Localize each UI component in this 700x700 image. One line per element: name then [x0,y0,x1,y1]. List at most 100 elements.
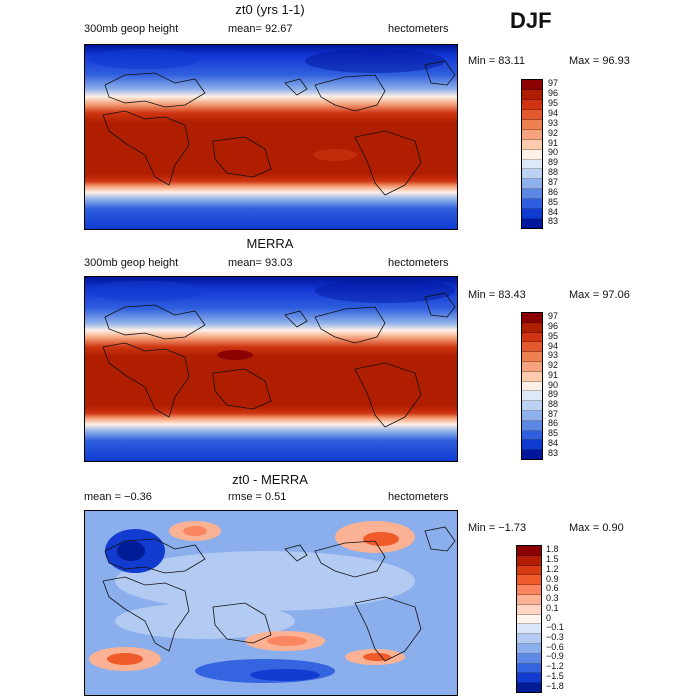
colorbar-swatch [522,119,542,130]
colorbar-swatch [522,139,542,150]
panel2-colorbar [521,312,543,460]
colorbar-swatch [522,381,542,392]
colorbar-swatch [522,99,542,110]
colorbar-tick-label: 0.3 [546,593,559,604]
panel1-colorbar-labels: 97 96 95 94 93 92 91 90 89 88 87 86 85 84 83 [548,79,558,227]
colorbar-tick-label: 0.6 [546,583,559,594]
colorbar-tick-label: 89 [548,389,559,400]
colorbar-tick-label: 87 [548,408,559,419]
colorbar-swatch [522,352,542,362]
colorbar-swatch [522,401,542,411]
colorbar-tick-label: −0.1 [546,622,564,633]
colorbar-tick-label: 1.5 [546,554,559,565]
panel2-variable-label: 300mb geop height [84,257,179,269]
colorbar-swatch [522,169,542,180]
colorbar-swatch [522,440,542,451]
colorbar-swatch [517,555,541,566]
colorbar-swatch [522,179,542,190]
colorbar-tick-label: 84 [548,437,559,448]
colorbar-tick-label: 0 [546,612,552,623]
colorbar-swatch [522,129,542,140]
colorbar-swatch [517,546,541,556]
colorbar-tick-label: 89 [548,157,559,168]
colorbar-tick-label: 87 [548,177,559,188]
colorbar-tick-label: 94 [548,108,559,118]
colorbar-tick-label: 1.2 [546,563,559,574]
colorbar-tick-label: −1.5 [546,670,564,681]
colorbar-tick-label: 96 [548,88,559,99]
colorbar-tick-label: −1.8 [546,680,564,691]
panel2-colorbar-labels: 97 96 95 94 93 92 91 90 89 88 87 86 85 84 83 [548,312,558,458]
colorbar-tick-label: −0.9 [546,651,564,662]
colorbar-swatch [522,219,542,229]
panel3-units-label: hectometers [388,491,449,503]
colorbar-tick-label: 93 [548,117,559,128]
panel2-mean-label: mean= 93.03 [228,257,293,269]
colorbar-tick-label: −1.2 [546,661,564,672]
colorbar-tick-label: 1.8 [546,544,559,555]
colorbar-tick-label: 91 [548,369,559,380]
colorbar-swatch [522,189,542,200]
colorbar-tick-label: 95 [548,330,559,341]
colorbar-tick-label: 83 [548,216,559,227]
panel1-max-label: Max = 96.93 [569,55,630,67]
colorbar-swatch [522,450,542,459]
panel1-title: zt0 (yrs 1-1) [235,2,305,17]
colorbar-swatch [517,604,541,615]
panel1-map [84,44,458,230]
panel1-variable-label: 300mb geop height [84,23,179,35]
panel3-rmse-label: rmse = 0.51 [228,491,287,503]
colorbar-tick-label: 93 [548,350,559,361]
panel1-colorbar [521,79,543,229]
colorbar-tick-label: 94 [548,340,559,351]
colorbar-swatch [517,575,541,586]
colorbar-swatch [522,430,542,441]
panel1-min-label: Min = 83.11 [468,55,525,67]
colorbar-swatch [517,673,541,684]
colorbar-swatch [522,342,542,353]
colorbar-tick-label: −0.3 [546,631,564,642]
colorbar-swatch [522,410,542,421]
panel3-colorbar-labels: 1.8 1.5 1.2 0.9 0.6 0.3 0.1 0 −0.1 −0.3 −0.6 −0.9 −1… [546,545,564,691]
panel3-mean-label: mean = −0.36 [84,491,152,503]
colorbar-tick-label: 91 [548,137,559,148]
colorbar-tick-label: 0.1 [546,602,559,613]
colorbar-tick-label: 95 [548,98,559,109]
colorbar-tick-label: 88 [548,167,559,178]
colorbar-swatch [522,159,542,170]
colorbar-swatch [517,653,541,664]
colorbar-swatch [517,683,541,692]
colorbar-tick-label: 92 [548,360,559,371]
colorbar-tick-label: 97 [548,311,559,322]
colorbar-swatch [522,371,542,382]
colorbar-swatch [522,391,542,402]
panel2-title: MERRA [246,236,294,251]
colorbar-tick-label: 96 [548,321,559,332]
colorbar-tick-label: 84 [548,206,559,217]
colorbar-swatch [517,594,541,605]
colorbar-tick-label: 88 [548,398,559,409]
colorbar-tick-label: 86 [548,186,559,197]
colorbar-swatch [517,614,541,625]
colorbar-swatch [522,420,542,431]
colorbar-swatch [517,624,541,635]
colorbar-tick-label: 86 [548,418,559,429]
colorbar-swatch [522,80,542,90]
colorbar-swatch [522,149,542,160]
colorbar-swatch [522,313,542,323]
panel2-min-label: Min = 83.43 [468,289,526,301]
colorbar-swatch [522,332,542,343]
panel3-max-label: Max = 0.90 [569,522,624,534]
colorbar-tick-label: 90 [548,379,559,390]
colorbar-swatch [517,565,541,576]
colorbar-swatch [517,585,541,595]
colorbar-swatch [517,663,541,674]
colorbar-swatch [522,109,542,120]
panel1-units-label: hectometers [388,23,449,35]
colorbar-swatch [522,199,542,210]
panel3-map [84,510,458,696]
colorbar-swatch [522,209,542,220]
colorbar-tick-label: 0.9 [546,573,559,584]
season-label: DJF [510,8,552,33]
panel1-mean-label: mean= 92.67 [228,23,293,35]
